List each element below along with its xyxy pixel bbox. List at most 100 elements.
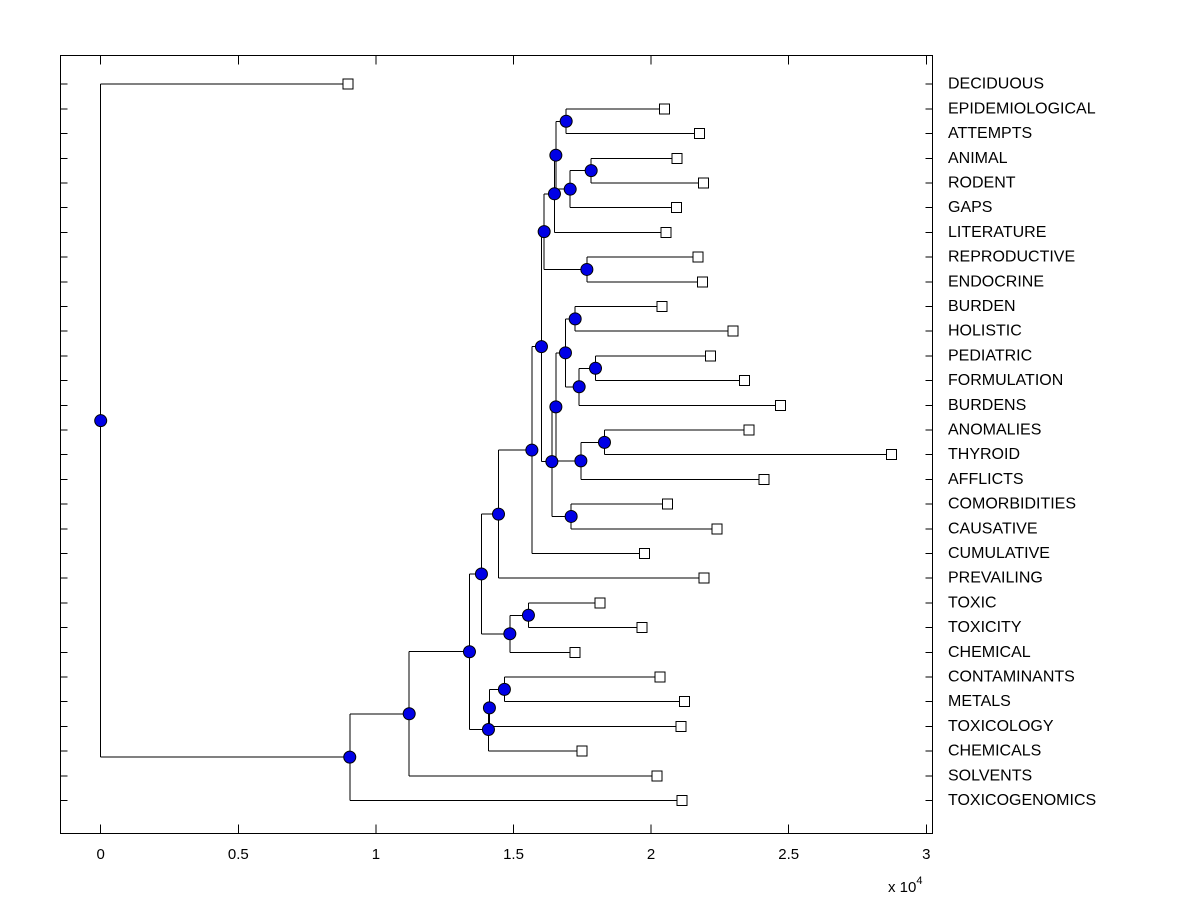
leaf-label: RODENT: [948, 175, 1016, 192]
leaf-label: METALS: [948, 693, 1011, 710]
x-tick-label: 2.5: [778, 846, 799, 863]
leaf-label: TOXICOGENOMICS: [948, 792, 1096, 809]
leaf-marker[interactable]: [675, 720, 687, 732]
internal-node-marker[interactable]: [462, 645, 476, 659]
leaf-label: LITERATURE: [948, 224, 1046, 241]
leaf-marker[interactable]: [738, 375, 750, 387]
internal-node-marker[interactable]: [474, 567, 488, 581]
leaf-marker[interactable]: [711, 523, 723, 535]
x-tick-label: 0: [97, 846, 105, 863]
leaf-label: AFFLICTS: [948, 471, 1024, 488]
internal-node-marker[interactable]: [343, 750, 357, 764]
internal-node-marker[interactable]: [580, 262, 594, 276]
x-tick-label: 1: [372, 846, 380, 863]
internal-node-marker[interactable]: [94, 414, 108, 428]
leaf-label: BURDENS: [948, 397, 1026, 414]
leaf-marker[interactable]: [705, 350, 717, 362]
leaf-label: EPIDEMIOLOGICAL: [948, 100, 1096, 117]
leaf-marker[interactable]: [670, 202, 682, 214]
leaf-marker[interactable]: [679, 696, 691, 708]
leaf-marker[interactable]: [569, 646, 581, 658]
leaf-marker[interactable]: [671, 152, 683, 164]
leaf-marker[interactable]: [638, 548, 650, 559]
leaf-label: CAUSATIVE: [948, 520, 1038, 537]
leaf-label: GAPS: [948, 199, 992, 216]
leaf-marker[interactable]: [662, 498, 674, 510]
leaf-label: DECIDUOUS: [948, 76, 1044, 93]
leaf-label: ANIMAL: [948, 150, 1008, 167]
leaf-label: ANOMALIES: [948, 422, 1041, 439]
internal-node-marker[interactable]: [492, 507, 506, 521]
leaf-marker[interactable]: [576, 745, 588, 757]
axis-exponent-label: x 104: [888, 875, 922, 896]
leaf-label: COMORBIDITIES: [948, 496, 1076, 513]
leaf-marker[interactable]: [693, 128, 705, 140]
leaf-label: CUMULATIVE: [948, 545, 1050, 562]
internal-node-marker[interactable]: [549, 400, 563, 414]
leaf-marker[interactable]: [342, 78, 354, 90]
internal-node-marker[interactable]: [402, 707, 416, 721]
internal-node-marker[interactable]: [558, 346, 572, 360]
leaf-marker[interactable]: [743, 424, 755, 436]
leaf-marker[interactable]: [775, 399, 787, 411]
leaf-marker[interactable]: [758, 473, 770, 485]
leaf-label: THYROID: [948, 446, 1020, 463]
leaf-marker[interactable]: [692, 251, 704, 263]
leaf-label: CHEMICAL: [948, 644, 1031, 661]
leaf-label: FORMULATION: [948, 372, 1063, 389]
leaf-label: PEDIATRIC: [948, 347, 1032, 364]
x-tick-label: 1.5: [503, 846, 524, 863]
leaf-marker[interactable]: [727, 325, 739, 337]
leaf-label: ATTEMPTS: [948, 125, 1032, 142]
leaf-marker[interactable]: [656, 301, 668, 312]
internal-node-marker[interactable]: [481, 722, 495, 736]
leaf-label: PREVAILING: [948, 570, 1043, 587]
internal-node-marker[interactable]: [563, 182, 577, 196]
leaf-label: TOXICOLOGY: [948, 718, 1054, 735]
internal-node-marker[interactable]: [482, 701, 496, 715]
leaf-label: TOXICITY: [948, 619, 1022, 636]
internal-node-marker[interactable]: [537, 225, 551, 239]
leaf-marker[interactable]: [636, 622, 648, 634]
internal-node-marker[interactable]: [597, 435, 611, 449]
internal-node-marker[interactable]: [545, 455, 559, 469]
internal-node-marker[interactable]: [497, 682, 511, 696]
leaf-marker[interactable]: [594, 597, 606, 609]
internal-node-marker[interactable]: [559, 114, 573, 128]
x-tick-label: 0.5: [228, 846, 249, 863]
leaf-marker[interactable]: [658, 103, 670, 115]
internal-node-marker[interactable]: [547, 187, 561, 201]
leaf-label: CHEMICALS: [948, 743, 1041, 760]
internal-node-marker[interactable]: [568, 312, 582, 326]
internal-node-marker[interactable]: [521, 608, 535, 622]
x-tick-label: 3: [922, 846, 930, 863]
internal-node-marker[interactable]: [525, 443, 539, 457]
leaf-marker[interactable]: [651, 770, 663, 782]
leaf-marker[interactable]: [697, 177, 709, 189]
internal-node-marker[interactable]: [574, 454, 588, 468]
leaf-label: REPRODUCTIVE: [948, 249, 1075, 266]
leaf-label: CONTAMINANTS: [948, 669, 1075, 686]
internal-node-marker[interactable]: [534, 340, 548, 354]
internal-node-marker[interactable]: [549, 148, 563, 162]
internal-node-marker[interactable]: [564, 509, 578, 523]
leaf-marker[interactable]: [696, 276, 708, 288]
leaf-marker[interactable]: [676, 795, 688, 806]
internal-node-marker[interactable]: [584, 164, 598, 178]
leaf-label: HOLISTIC: [948, 323, 1022, 340]
leaf-label: BURDEN: [948, 298, 1016, 315]
leaf-marker[interactable]: [886, 449, 898, 461]
leaf-label: TOXIC: [948, 594, 997, 611]
internal-node-marker[interactable]: [503, 627, 517, 641]
internal-node-marker[interactable]: [572, 380, 586, 394]
x-tick-label: 2: [647, 846, 655, 863]
leaf-marker[interactable]: [654, 671, 666, 683]
internal-node-marker[interactable]: [589, 361, 603, 375]
leaf-marker[interactable]: [698, 572, 710, 584]
leaf-label: ENDOCRINE: [948, 273, 1044, 290]
plot-border: [60, 55, 933, 834]
leaf-marker[interactable]: [660, 226, 672, 238]
